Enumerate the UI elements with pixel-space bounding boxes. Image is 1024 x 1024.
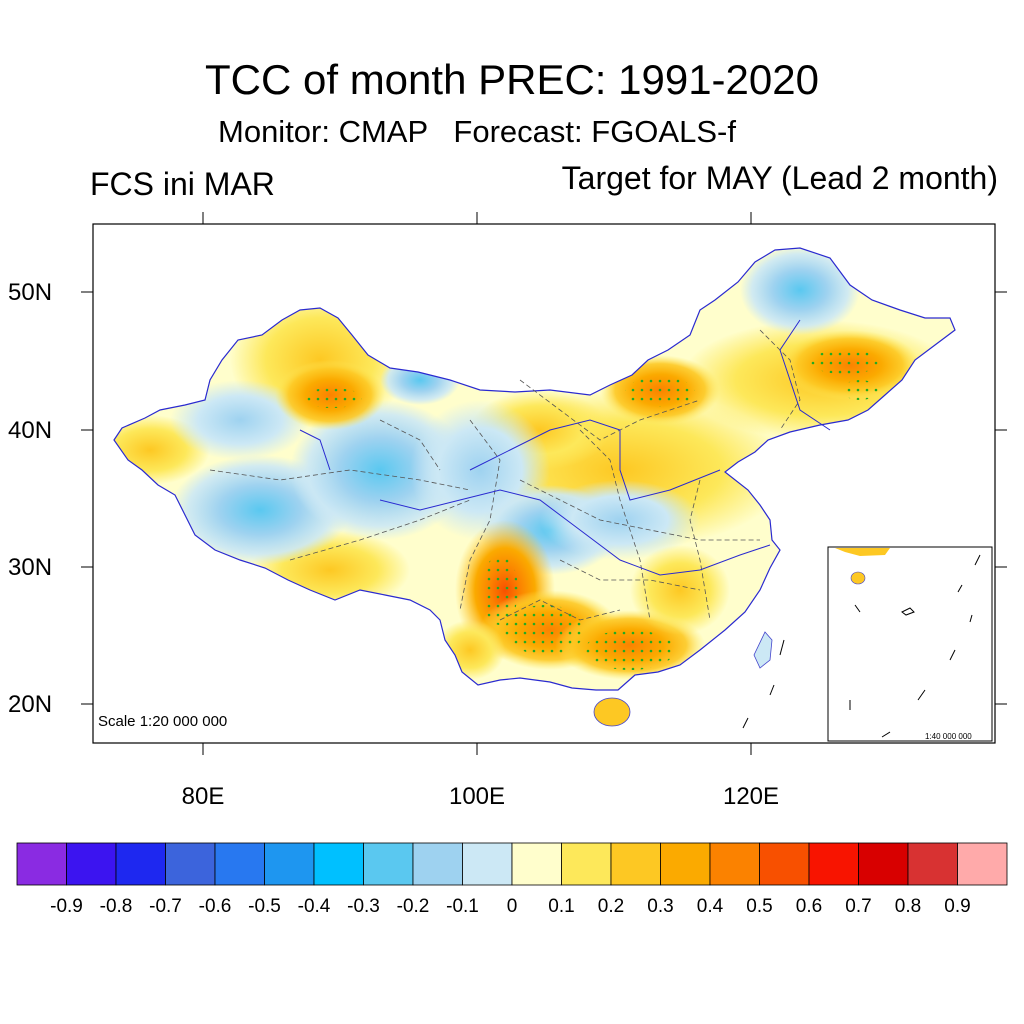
colorbar-tick-label: -0.9 [50,896,83,917]
colorbar-swatch [115,842,166,886]
taiwan-island [753,631,773,669]
south-china-sea-inset: 1:40 000 000 [827,546,993,742]
colorbar-tick-label: 0.1 [548,896,575,917]
rivers [299,319,831,576]
lat-label-50n: 50N [8,279,53,306]
lat-ticks [81,291,1007,705]
scale-main: Scale 1:20 000 000 [98,713,227,730]
province-boundaries [209,329,801,621]
colorbar-swatch [16,842,67,886]
colorbar-tick-label: -0.6 [198,896,232,917]
lon-label-80e: 80E [181,783,225,810]
colorbar-swatch [313,842,364,886]
colorbar-tick-label: -0.8 [99,896,133,917]
scale-inset: 1:40 000 000 [925,732,972,741]
lat-label-30n: 30N [8,554,53,581]
colorbar-swatch [660,842,711,886]
colorbar-swatch [709,842,760,886]
colorbar-tick-label: 0.9 [944,896,971,917]
colorbar-tick-label: 0 [506,896,518,917]
colorbar-tick-label: 0.5 [746,896,773,917]
colorbar-swatch [66,842,117,886]
init-label: FCS ini MAR [90,166,275,202]
colorbar-swatch [462,842,513,886]
colorbar-swatch [907,842,958,886]
target-label: Target for MAY (Lead 2 month) [561,160,998,196]
colorbar-tick-label: -0.3 [347,896,380,917]
colorbar-swatch [759,842,810,886]
colorbar-swatch [264,842,315,886]
colorbar-tick-label: -0.5 [248,896,281,917]
colorbar-tick-label: -0.7 [149,896,182,917]
colorbar-swatch [957,842,1008,886]
hainan-island [593,697,631,727]
lat-label-20n: 20N [8,691,53,718]
lat-label-40n: 40N [8,417,53,444]
colorbar-swatch [858,842,909,886]
lon-label-100e: 100E [448,783,506,810]
colorbar-swatch [511,842,562,886]
colorbar-tick-label: 0.3 [647,896,674,917]
colorbar-swatch [561,842,612,886]
lon-label-120e: 120E [722,783,780,810]
colorbar-tick-label: 0.6 [795,896,823,917]
colorbar-tick-label: -0.2 [396,896,430,917]
chart-subtitle: Monitor: CMAP Forecast: FGOALS-f [218,114,736,149]
colorbar-tick-label: 0.7 [845,896,872,917]
colorbar-tick-label: 0.4 [696,896,724,917]
chart-title: TCC of month PREC: 1991-2020 [205,56,819,103]
colorbar-tick-label: 0.2 [597,896,625,917]
sea-boundary-dashes [742,639,785,729]
colorbar-swatch [808,842,859,886]
colorbar-tick-label: -0.1 [446,896,479,917]
colorbar-swatch [165,842,216,886]
colorbar-swatch [610,842,661,886]
colorbar-swatch [363,842,414,886]
colorbar-swatch [214,842,265,886]
colorbar-tick-label: -0.4 [297,896,331,917]
colorbar-swatch [412,842,463,886]
lon-ticks [202,212,752,755]
colorbar [16,842,1008,886]
colorbar-tick-label: 0.8 [894,896,922,917]
